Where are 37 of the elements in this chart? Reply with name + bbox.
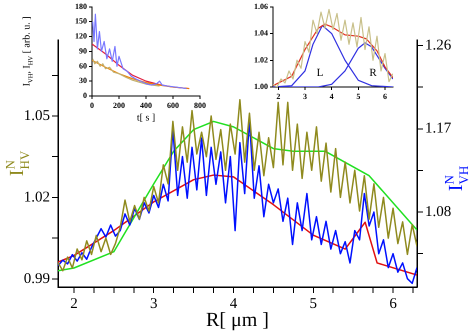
y2-tick-label: 1.17 (425, 120, 452, 137)
y-tick-label: 1.05 (24, 108, 50, 124)
y-tick-label: 120 (75, 32, 87, 41)
x-tick-label: 5 (356, 92, 360, 101)
y-tick-label: 1.06 (254, 2, 268, 11)
y2-axis-title: INVH (442, 166, 471, 192)
y2-tick-label: 1.26 (425, 37, 452, 54)
x-tick-label: 2 (70, 296, 78, 312)
y-tick-label: 0.99 (24, 270, 50, 287)
y-tick-label: 1.02 (254, 55, 268, 64)
y-tick-label: 180 (75, 2, 87, 11)
y2-tick-label: 1.08 (425, 204, 452, 220)
x-tick-label: 400 (140, 100, 152, 110)
x-axis-title: R[ μm ] (206, 309, 269, 331)
annotation: L (316, 66, 324, 79)
x-tick-label: 800 (194, 100, 206, 110)
y-tick-label: 30 (79, 76, 87, 86)
x-tick-label: 6 (383, 92, 387, 101)
y-axis-title: INHV (2, 150, 32, 176)
y-tick-label: 150 (75, 16, 87, 26)
y-tick-label: 1.00 (254, 82, 268, 92)
annotation: R (369, 66, 378, 79)
y-tick-label: 60 (79, 61, 87, 70)
x-tick-label: 4 (230, 296, 238, 312)
x-tick-label: 5 (310, 296, 318, 312)
x-tick-label: 4 (330, 92, 334, 101)
y-tick-label: 1.04 (254, 28, 268, 38)
x-tick-label: 200 (113, 100, 125, 110)
x-tick-label: 3 (303, 92, 307, 101)
y-tick-label: 90 (79, 46, 87, 56)
y-tick-label: 1.02 (24, 189, 50, 206)
x-tick-label: 2 (276, 92, 280, 101)
x-tick-label: 0 (90, 100, 94, 110)
x-axis-title: t[ s ] (136, 112, 156, 124)
x-tick-label: 600 (167, 100, 179, 110)
x-tick-label: 6 (389, 296, 398, 312)
x-tick-label: 3 (150, 296, 158, 312)
